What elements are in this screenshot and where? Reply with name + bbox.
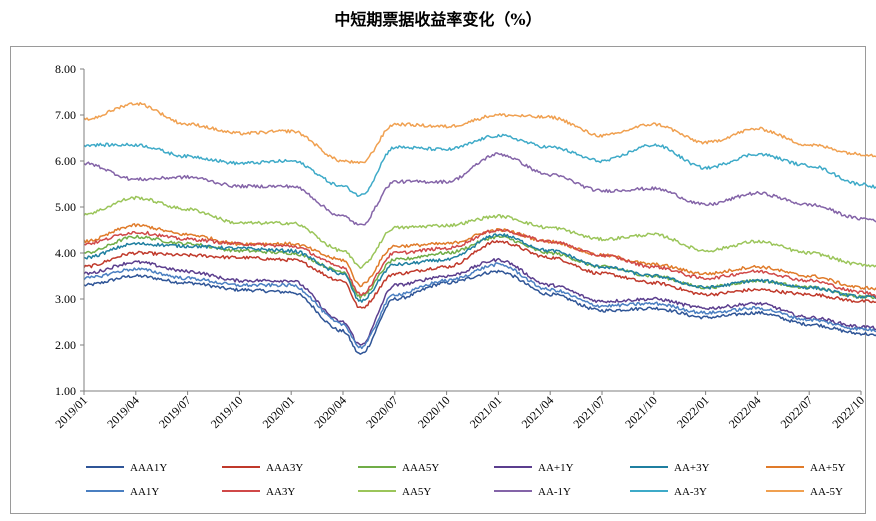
- series-line-aaa3y: [83, 240, 876, 309]
- legend-label: AAA1Y: [130, 462, 167, 474]
- y-tick-label: 1.00: [55, 384, 76, 398]
- x-tick-label: 2021/04: [519, 393, 557, 431]
- legend-label: AA+1Y: [538, 462, 574, 474]
- series-line-aa1y: [83, 262, 876, 350]
- series-line-aaminus5y: [83, 101, 876, 165]
- series-line-aaminus3y: [83, 133, 876, 197]
- y-tick-label: 6.00: [55, 154, 76, 168]
- legend-label: AA5Y: [402, 486, 431, 498]
- legend-label: AA-5Y: [810, 486, 843, 498]
- x-tick-label: 2019/07: [156, 393, 194, 431]
- y-tick-label: 4.00: [55, 246, 76, 260]
- x-tick-label: 2021/07: [570, 393, 608, 431]
- x-tick-label: 2020/10: [415, 393, 453, 431]
- legend-label: AAA5Y: [402, 462, 439, 474]
- legend-label: AA+3Y: [674, 462, 710, 474]
- x-tick-label: 2022/01: [674, 393, 712, 431]
- legend-label: AA1Y: [130, 486, 159, 498]
- x-tick-label: 2020/07: [363, 393, 401, 431]
- legend-label: AAA3Y: [266, 462, 303, 474]
- chart-frame: [10, 46, 866, 514]
- x-tick-label: 2022/07: [778, 393, 816, 431]
- x-tick-label: 2019/01: [52, 393, 90, 431]
- y-tick-label: 8.00: [55, 62, 76, 76]
- series-line-aa3y: [83, 228, 876, 299]
- y-tick-label: 2.00: [55, 338, 76, 352]
- legend: AAA1Y AAA3Y AAA5Y AA+1Y AA+3Y AA+5Y AA1Y AA3Y AA…: [86, 462, 846, 498]
- series-line-aaplus1y: [83, 257, 876, 346]
- y-tick-label: 5.00: [55, 200, 76, 214]
- y-tick-label: 7.00: [55, 108, 76, 122]
- x-tick-label: 2020/01: [260, 393, 298, 431]
- x-tick-label: 2022/10: [829, 393, 867, 431]
- y-tick-label: 3.00: [55, 292, 76, 306]
- x-tick-label: 2019/04: [104, 393, 142, 431]
- x-tick-label: 2021/01: [467, 393, 505, 431]
- x-tick-label: 2020/04: [311, 393, 349, 431]
- legend-label: AA3Y: [266, 486, 295, 498]
- chart-title: 中短期票据收益率变化（%）: [334, 10, 542, 29]
- series-line-aaminus1y: [83, 152, 876, 226]
- series-line-aa5y: [83, 195, 876, 269]
- x-tick-label: 2022/04: [726, 393, 764, 431]
- x-tick-label: 2021/10: [622, 393, 660, 431]
- series-lines: [83, 101, 876, 355]
- series-line-aaplus3y: [83, 233, 876, 303]
- legend-label: AA+5Y: [810, 462, 846, 474]
- series-line-aaa1y: [83, 269, 876, 355]
- x-tick-label: 2019/10: [208, 393, 246, 431]
- legend-label: AA-3Y: [674, 486, 707, 498]
- legend-label: AA-1Y: [538, 486, 571, 498]
